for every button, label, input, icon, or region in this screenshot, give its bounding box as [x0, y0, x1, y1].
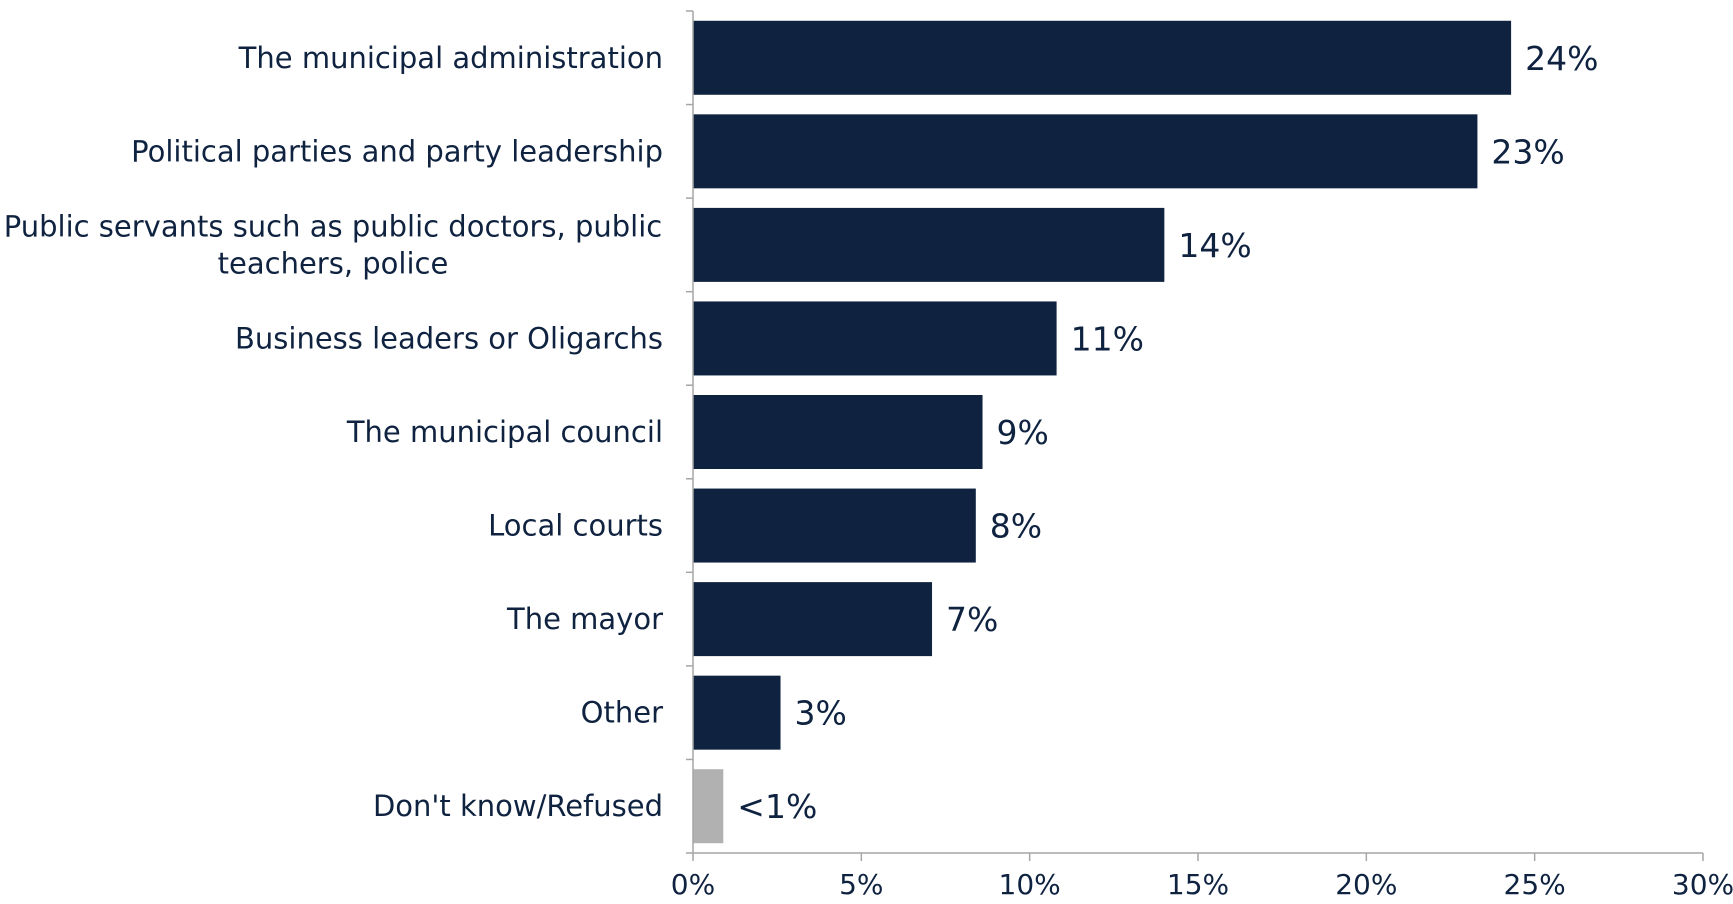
- bar-2: [693, 207, 1165, 282]
- category-label-line: Public servants such as public doctors, …: [4, 209, 662, 243]
- category-label-line: Business leaders or Oligarchs: [235, 321, 663, 355]
- x-tick-label-6: 30%: [1672, 868, 1733, 901]
- x-tick-label-4: 20%: [1335, 868, 1397, 901]
- value-label-4: 9%: [997, 413, 1049, 452]
- bar-6: [693, 582, 933, 657]
- x-tick-label-1: 5%: [839, 868, 883, 901]
- category-label-4: The municipal council: [346, 415, 663, 449]
- category-label-line: Local courts: [488, 509, 663, 543]
- category-labels-group: The municipal administration Political pa…: [4, 41, 663, 823]
- bars-group: [693, 20, 1512, 844]
- value-label-3: 11%: [1071, 319, 1144, 358]
- category-label-line: The municipal administration: [238, 41, 663, 75]
- category-label-line: Political parties and party leadership: [131, 134, 663, 168]
- category-label-line: The mayor: [506, 602, 663, 636]
- category-label-line: Don't know/Refused: [373, 789, 663, 823]
- value-label-1: 23%: [1491, 132, 1564, 171]
- value-label-6: 7%: [946, 600, 998, 639]
- axes-group: 0% 5% 10% 15% 20% 25% 30%: [671, 10, 1733, 901]
- x-tick-label-0: 0%: [671, 868, 715, 901]
- bar-0: [693, 20, 1512, 95]
- category-label-line: Other: [581, 696, 663, 730]
- category-label-5: Local courts: [488, 509, 663, 543]
- value-label-2: 14%: [1178, 226, 1251, 265]
- bar-7: [693, 675, 781, 750]
- category-label-3: Business leaders or Oligarchs: [235, 321, 663, 355]
- category-label-2: Public servants such as public doctors, …: [4, 209, 662, 280]
- category-label-0: The municipal administration: [238, 41, 663, 75]
- value-label-8: <1%: [737, 787, 817, 826]
- x-tick-label-2: 10%: [999, 868, 1061, 901]
- x-tick-label-3: 15%: [1167, 868, 1229, 901]
- value-labels-group: 24% 23% 14% 11% 9% 8% 7% 3% <1%: [737, 39, 1598, 826]
- value-label-0: 24%: [1525, 39, 1598, 78]
- bar-5: [693, 488, 976, 563]
- category-label-7: Other: [581, 696, 663, 730]
- category-label-6: The mayor: [506, 602, 663, 636]
- bar-4: [693, 395, 983, 469]
- category-label-line: The municipal council: [346, 415, 663, 449]
- category-label-8: Don't know/Refused: [373, 789, 663, 823]
- category-label-line: teachers, police: [218, 246, 449, 280]
- value-label-5: 8%: [990, 507, 1042, 546]
- bar-1: [693, 114, 1478, 189]
- bar-8: [693, 769, 724, 844]
- x-tick-label-5: 25%: [1504, 868, 1566, 901]
- bar-3: [693, 301, 1057, 376]
- value-label-7: 3%: [795, 694, 847, 733]
- category-label-1: Political parties and party leadership: [131, 134, 663, 168]
